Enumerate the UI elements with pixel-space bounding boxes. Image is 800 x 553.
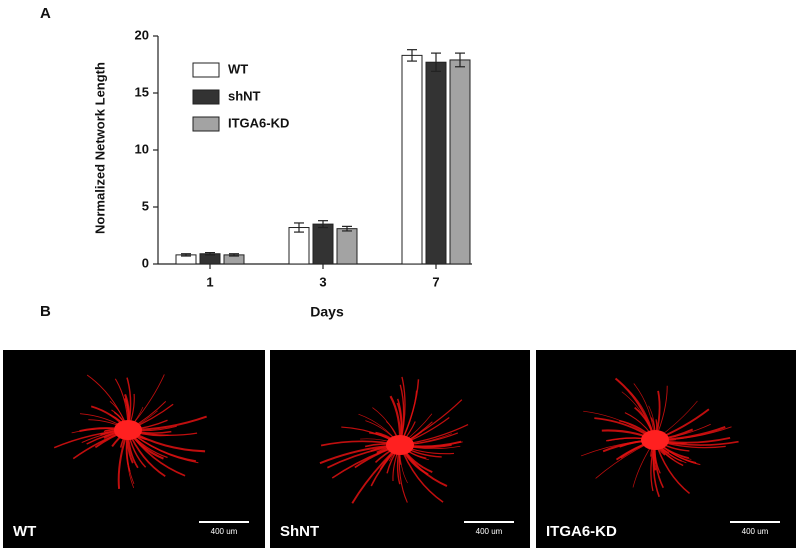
error-bar [229,253,239,257]
image-label: ShNT [280,523,319,540]
y-tick-label: 20 [135,27,149,42]
bar [425,61,447,265]
error-bar [455,52,465,68]
panel-label: B [40,303,51,320]
scale-bar-label: 400 um [211,527,238,536]
scale-bar-label: 400 um [742,527,769,536]
bar [401,54,423,265]
y-tick-label: 10 [135,141,149,156]
image-label: ITGA6-KD [546,523,617,540]
error-bar [181,253,191,257]
x-axis-title: Days [310,304,344,320]
legend-label: WT [228,61,248,76]
legend-label: ITGA6-KD [228,115,289,130]
bar [312,223,334,265]
legend-swatch [192,62,220,78]
bar [336,228,358,265]
panel-label: A [40,5,51,22]
error-bar [294,222,304,233]
x-tick-label: 3 [319,274,326,289]
x-tick-label: 7 [432,274,439,289]
image-label: WT [13,523,36,540]
x-tick-label: 1 [206,274,213,289]
y-axis-title: Normalized Network Length [92,62,107,234]
y-tick-label: 15 [135,84,149,99]
scale-bar-label: 400 um [476,527,503,536]
cell-body [641,430,669,450]
bar [288,227,310,265]
error-bar [431,52,441,72]
legend-swatch [192,89,220,105]
error-bar [342,225,352,232]
bar [449,59,471,265]
y-tick-label: 5 [142,198,149,213]
error-bar [205,252,215,256]
legend-swatch [192,116,220,132]
error-bar [407,49,417,62]
legend-label: shNT [228,88,261,103]
cell-body [386,435,414,455]
error-bar [318,220,328,229]
y-tick-label: 0 [142,255,149,270]
cell-body [114,420,142,440]
